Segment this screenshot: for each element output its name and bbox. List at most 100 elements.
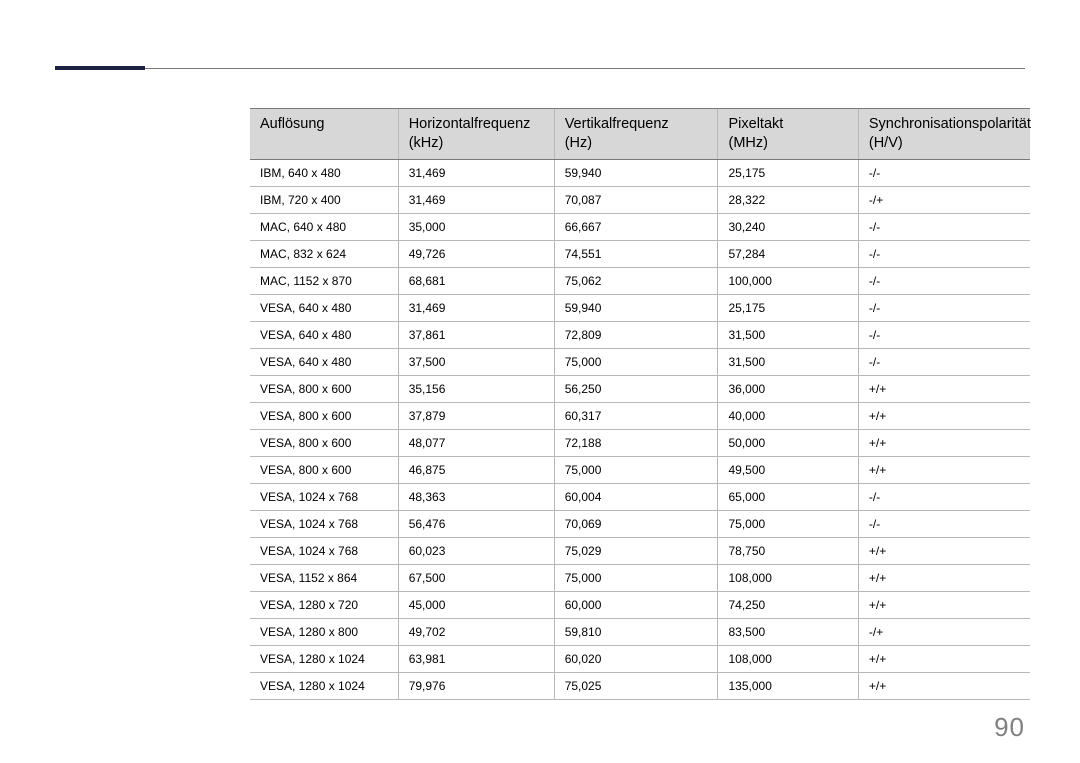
header-accent-bar: [55, 66, 145, 70]
table-row: MAC, 832 x 62449,72674,55157,284-/-: [250, 240, 1030, 267]
table-cell: 49,726: [398, 240, 554, 267]
table-cell: -/-: [858, 240, 1030, 267]
table-cell: 56,476: [398, 510, 554, 537]
table-cell: 36,000: [718, 375, 858, 402]
table-cell: MAC, 832 x 624: [250, 240, 398, 267]
col-header-line2: (H/V): [869, 134, 1020, 153]
table-cell: 30,240: [718, 213, 858, 240]
table-row: VESA, 640 x 48037,86172,80931,500-/-: [250, 321, 1030, 348]
table-cell: 40,000: [718, 402, 858, 429]
page: Auflösung Horizontalfrequenz (kHz) Verti…: [0, 0, 1080, 763]
col-header-line1: Auflösung: [260, 115, 388, 134]
table-cell: 108,000: [718, 645, 858, 672]
table-cell: 75,062: [554, 267, 718, 294]
table-row: VESA, 640 x 48031,46959,94025,175-/-: [250, 294, 1030, 321]
table-cell: VESA, 1280 x 800: [250, 618, 398, 645]
col-header-line1: Vertikalfrequenz: [565, 115, 708, 134]
table-cell: +/+: [858, 645, 1030, 672]
table-cell: 48,077: [398, 429, 554, 456]
col-header-line2: (kHz): [409, 134, 544, 153]
table-cell: 75,029: [554, 537, 718, 564]
table-row: VESA, 640 x 48037,50075,00031,500-/-: [250, 348, 1030, 375]
table-cell: 75,000: [554, 348, 718, 375]
table-cell: 46,875: [398, 456, 554, 483]
header-rule: [55, 68, 1025, 69]
table-cell: +/+: [858, 456, 1030, 483]
table-row: VESA, 800 x 60048,07772,18850,000+/+: [250, 429, 1030, 456]
table-cell: 70,069: [554, 510, 718, 537]
table-cell: VESA, 1280 x 1024: [250, 672, 398, 699]
table-row: MAC, 1152 x 87068,68175,062100,000-/-: [250, 267, 1030, 294]
table-row: IBM, 640 x 48031,46959,94025,175-/-: [250, 159, 1030, 186]
table-cell: +/+: [858, 375, 1030, 402]
col-header-pixelclock: Pixeltakt (MHz): [718, 109, 858, 160]
table-cell: 37,500: [398, 348, 554, 375]
table-cell: 78,750: [718, 537, 858, 564]
table-cell: 35,000: [398, 213, 554, 240]
table-cell: 28,322: [718, 186, 858, 213]
table-cell: 75,000: [554, 456, 718, 483]
table-cell: 72,809: [554, 321, 718, 348]
table-cell: -/-: [858, 483, 1030, 510]
table-cell: 59,940: [554, 159, 718, 186]
table-cell: -/+: [858, 186, 1030, 213]
table-row: VESA, 800 x 60037,87960,31740,000+/+: [250, 402, 1030, 429]
table-row: VESA, 1280 x 102463,98160,020108,000+/+: [250, 645, 1030, 672]
table-cell: +/+: [858, 429, 1030, 456]
table-cell: 66,667: [554, 213, 718, 240]
table-cell: VESA, 800 x 600: [250, 429, 398, 456]
table-cell: 75,000: [718, 510, 858, 537]
table-body: IBM, 640 x 48031,46959,94025,175-/-IBM, …: [250, 159, 1030, 699]
table-cell: +/+: [858, 672, 1030, 699]
table-cell: 75,025: [554, 672, 718, 699]
table-cell: 83,500: [718, 618, 858, 645]
table-cell: 49,500: [718, 456, 858, 483]
table-cell: 37,861: [398, 321, 554, 348]
page-number: 90: [994, 712, 1025, 743]
table-cell: -/-: [858, 267, 1030, 294]
table-cell: 74,250: [718, 591, 858, 618]
table-cell: 60,000: [554, 591, 718, 618]
table-cell: -/-: [858, 213, 1030, 240]
table-cell: -/-: [858, 159, 1030, 186]
content-area: Auflösung Horizontalfrequenz (kHz) Verti…: [250, 108, 1030, 700]
table-cell: 25,175: [718, 159, 858, 186]
table-cell: IBM, 640 x 480: [250, 159, 398, 186]
table-cell: 59,940: [554, 294, 718, 321]
table-cell: +/+: [858, 591, 1030, 618]
table-cell: MAC, 640 x 480: [250, 213, 398, 240]
table-cell: 60,020: [554, 645, 718, 672]
table-cell: 60,317: [554, 402, 718, 429]
table-cell: -/+: [858, 618, 1030, 645]
table-cell: 31,500: [718, 348, 858, 375]
table-row: VESA, 1280 x 102479,97675,025135,000+/+: [250, 672, 1030, 699]
table-cell: 48,363: [398, 483, 554, 510]
table-cell: +/+: [858, 402, 1030, 429]
table-cell: VESA, 640 x 480: [250, 294, 398, 321]
table-row: VESA, 800 x 60035,15656,25036,000+/+: [250, 375, 1030, 402]
table-row: VESA, 800 x 60046,87575,00049,500+/+: [250, 456, 1030, 483]
table-cell: VESA, 1280 x 720: [250, 591, 398, 618]
table-row: VESA, 1024 x 76856,47670,06975,000-/-: [250, 510, 1030, 537]
table-cell: 75,000: [554, 564, 718, 591]
table-cell: VESA, 640 x 480: [250, 348, 398, 375]
table-cell: 49,702: [398, 618, 554, 645]
table-cell: 63,981: [398, 645, 554, 672]
table-row: MAC, 640 x 48035,00066,66730,240-/-: [250, 213, 1030, 240]
table-cell: VESA, 800 x 600: [250, 402, 398, 429]
table-cell: MAC, 1152 x 870: [250, 267, 398, 294]
table-cell: 31,469: [398, 186, 554, 213]
table-cell: +/+: [858, 564, 1030, 591]
table-cell: 65,000: [718, 483, 858, 510]
spec-table: Auflösung Horizontalfrequenz (kHz) Verti…: [250, 108, 1030, 700]
table-cell: 59,810: [554, 618, 718, 645]
table-cell: VESA, 1152 x 864: [250, 564, 398, 591]
table-row: VESA, 1280 x 72045,00060,00074,250+/+: [250, 591, 1030, 618]
table-cell: 35,156: [398, 375, 554, 402]
col-header-horizontal: Horizontalfrequenz (kHz): [398, 109, 554, 160]
table-row: VESA, 1280 x 80049,70259,81083,500-/+: [250, 618, 1030, 645]
table-cell: VESA, 800 x 600: [250, 456, 398, 483]
table-cell: 31,469: [398, 294, 554, 321]
table-cell: 31,469: [398, 159, 554, 186]
table-cell: -/-: [858, 510, 1030, 537]
